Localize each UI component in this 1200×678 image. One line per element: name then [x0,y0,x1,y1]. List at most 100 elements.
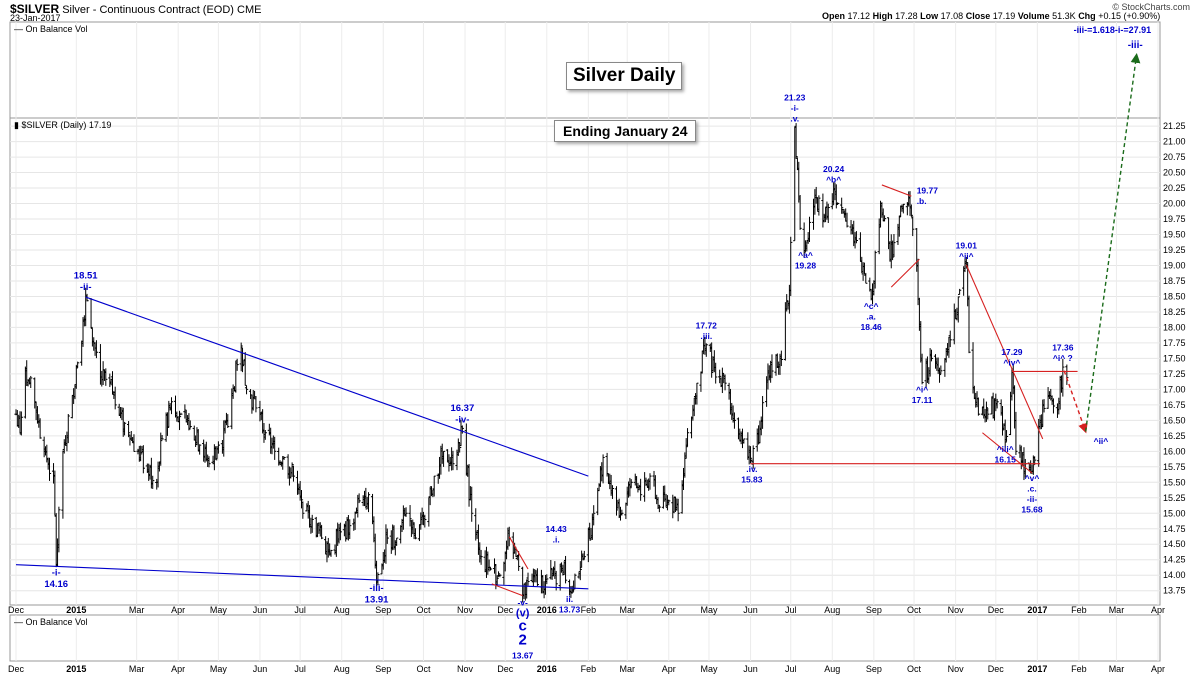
ohlc-bar [141,445,145,474]
ohlc-bar [169,397,174,415]
ohlc-bar [864,272,868,284]
wave-label-text: 21.23 [784,92,806,102]
wave-label-text: ^v^ [1025,473,1040,483]
wave-label-text: ^c^ [864,301,879,311]
wave-label-text: .v. [790,113,799,123]
ohlc-bar [159,432,163,466]
wave-label-text: ^a^ [798,250,813,260]
x-tick-label: Aug [824,605,840,615]
ohlc-bar [1061,358,1065,397]
ohlc-bar [718,369,722,384]
projection-arrows [1063,53,1141,434]
ohlc-bar [939,365,943,374]
y-tick-label: 17.00 [1163,384,1186,394]
ohlc-bar [909,204,913,217]
x-tick-label: 2017 [1027,605,1047,615]
stockcharts-logo[interactable]: © StockCharts.com [1112,2,1190,12]
x-tick-label-bottom: Apr [662,664,676,674]
low-value: 17.08 [940,11,964,21]
wave-label-text: ^i^ ? [1053,353,1073,363]
wave-label-text: 17.72 [696,320,718,330]
wave-label-text: ^b^ [826,175,841,185]
ohlc-bar [789,236,793,297]
wave-label-text: 13.91 [365,594,389,605]
ohlc-bar [498,574,502,578]
wave-label-text: 20.24 [823,164,845,174]
y-tick-label: 20.75 [1163,152,1186,162]
x-tick-label-bottom: Feb [581,664,597,674]
ohlc-bar [470,486,474,522]
wave-label-text: 16.37 [450,403,474,414]
wave-label-text: 13.73 [559,604,581,614]
y-tick-label: 16.25 [1163,431,1186,441]
wave-label-text: 16.15 [995,455,1017,465]
price-panel-text: $SILVER (Daily) 17.19 [21,120,112,130]
wave-label-text: 14.16 [44,579,68,590]
ohlc-bar [395,537,399,546]
x-tick-label: Apr [1151,605,1165,615]
ohlc-bar [320,524,324,540]
ohlc-bar [695,382,699,405]
ohlc-bar [840,197,844,214]
trendline [491,583,523,597]
trendlines [15,184,1078,597]
x-tick-label: Dec [8,605,25,615]
ohlc-bar [785,294,789,312]
x-tick-label: Jul [294,605,306,615]
chg-value: +0.15 (+0.90%) [1098,11,1161,21]
wave-label: 21.23-i-.v. [784,92,806,123]
x-tick-label-bottom: Aug [334,664,350,674]
top-annotations: -iii-=1.618-i-=27.91 -iii- [1074,25,1152,51]
ohlc-bar [441,450,446,467]
symbol-name: Silver - Continuous Contract (EOD) [62,4,234,16]
wave-label-text: ^ii^ [959,251,974,261]
legend-bar-icon: ▮ [14,120,19,130]
y-tick-label: 21.25 [1163,121,1186,131]
wave-label: -i-14.16 [44,567,68,590]
ohlc-bar [714,362,718,384]
top-annotation-text: -iii- [1128,40,1143,51]
y-tick-label: 15.50 [1163,477,1186,487]
ohlc-bar [376,572,380,586]
y-tick-label: 18.25 [1163,307,1186,317]
wave-label-text: 13.67 [512,651,534,661]
x-tick-label-bottom: Oct [907,664,922,674]
ohlc-bar [901,203,905,214]
ohlc-bar [251,389,255,411]
ohlc-bar [113,386,117,410]
ohlc-bar [882,215,887,222]
ohlc-bar [458,442,462,453]
ohlc-bar [57,506,61,553]
price-panel-label: ▮ $SILVER (Daily) 17.19 [14,120,111,131]
ohlc-bar [892,234,896,258]
x-tick-label: 2016 [537,605,557,615]
ohlc-bar [545,574,549,585]
x-tick-label: May [700,605,718,615]
ohlc-bar [648,473,652,490]
wave-label: 19.77.b. [917,185,939,206]
y-tick-label: 16.75 [1163,400,1186,410]
ohlc-bar [451,450,455,471]
wave-label-text: 19.77 [917,185,939,195]
x-axis-ticks: Dec 2015 Mar Apr May Jun Jul Aug Sep Oct Nov Dec 201… [8,605,1165,615]
ohlc-bar [704,343,708,357]
wave-label-text: .a. [866,311,875,321]
y-tick-label: 20.00 [1163,199,1186,209]
trendline [508,536,529,570]
wave-label: 16.37-iv- [450,403,474,426]
ohlc-bar [639,478,643,501]
bottom-obv-label: — On Balance Vol [14,617,88,627]
x-tick-label-bottom: Sep [375,664,391,674]
x-tick-label: Apr [171,605,185,615]
wave-label: 14.43.i. [546,524,568,545]
wave-label-text: .iii. [700,331,712,341]
wave-label-text: -i- [791,103,799,113]
ohlc-bar [629,479,633,488]
y-tick-label: 18.50 [1163,291,1186,301]
ohlc-bar [366,492,371,513]
ohlc-bar [517,551,521,571]
ohlc-bar [244,385,249,395]
open-value: 17.12 [847,11,871,21]
ohlc-bar [563,555,568,584]
